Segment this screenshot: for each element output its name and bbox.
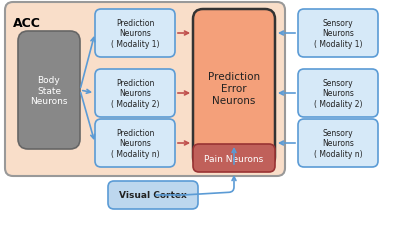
- Text: ACC: ACC: [13, 17, 41, 30]
- Text: Prediction
Error
Neurons: Prediction Error Neurons: [208, 72, 260, 105]
- Text: Sensory
Neurons
( Modality 2): Sensory Neurons ( Modality 2): [314, 79, 362, 108]
- FancyBboxPatch shape: [5, 3, 285, 176]
- FancyBboxPatch shape: [95, 10, 175, 58]
- Text: Sensory
Neurons
( Modality n): Sensory Neurons ( Modality n): [314, 128, 362, 158]
- Text: Visual Cortex: Visual Cortex: [119, 191, 187, 200]
- Text: · · ·: · · ·: [330, 102, 346, 112]
- Text: Prediction
Neurons
( Modality 2): Prediction Neurons ( Modality 2): [111, 79, 159, 108]
- FancyBboxPatch shape: [95, 119, 175, 167]
- FancyBboxPatch shape: [193, 144, 275, 172]
- FancyBboxPatch shape: [298, 119, 378, 167]
- FancyBboxPatch shape: [193, 10, 275, 167]
- FancyBboxPatch shape: [18, 32, 80, 149]
- Text: · · ·: · · ·: [127, 102, 143, 112]
- FancyBboxPatch shape: [298, 10, 378, 58]
- Text: Prediction
Neurons
( Modality n): Prediction Neurons ( Modality n): [111, 128, 159, 158]
- FancyBboxPatch shape: [108, 181, 198, 209]
- FancyBboxPatch shape: [95, 70, 175, 118]
- Text: Prediction
Neurons
( Modality 1): Prediction Neurons ( Modality 1): [111, 19, 159, 49]
- FancyBboxPatch shape: [298, 70, 378, 118]
- Text: Pain Neurons: Pain Neurons: [204, 154, 264, 163]
- Text: Sensory
Neurons
( Modality 1): Sensory Neurons ( Modality 1): [314, 19, 362, 49]
- Text: Body
State
Neurons: Body State Neurons: [30, 76, 68, 105]
